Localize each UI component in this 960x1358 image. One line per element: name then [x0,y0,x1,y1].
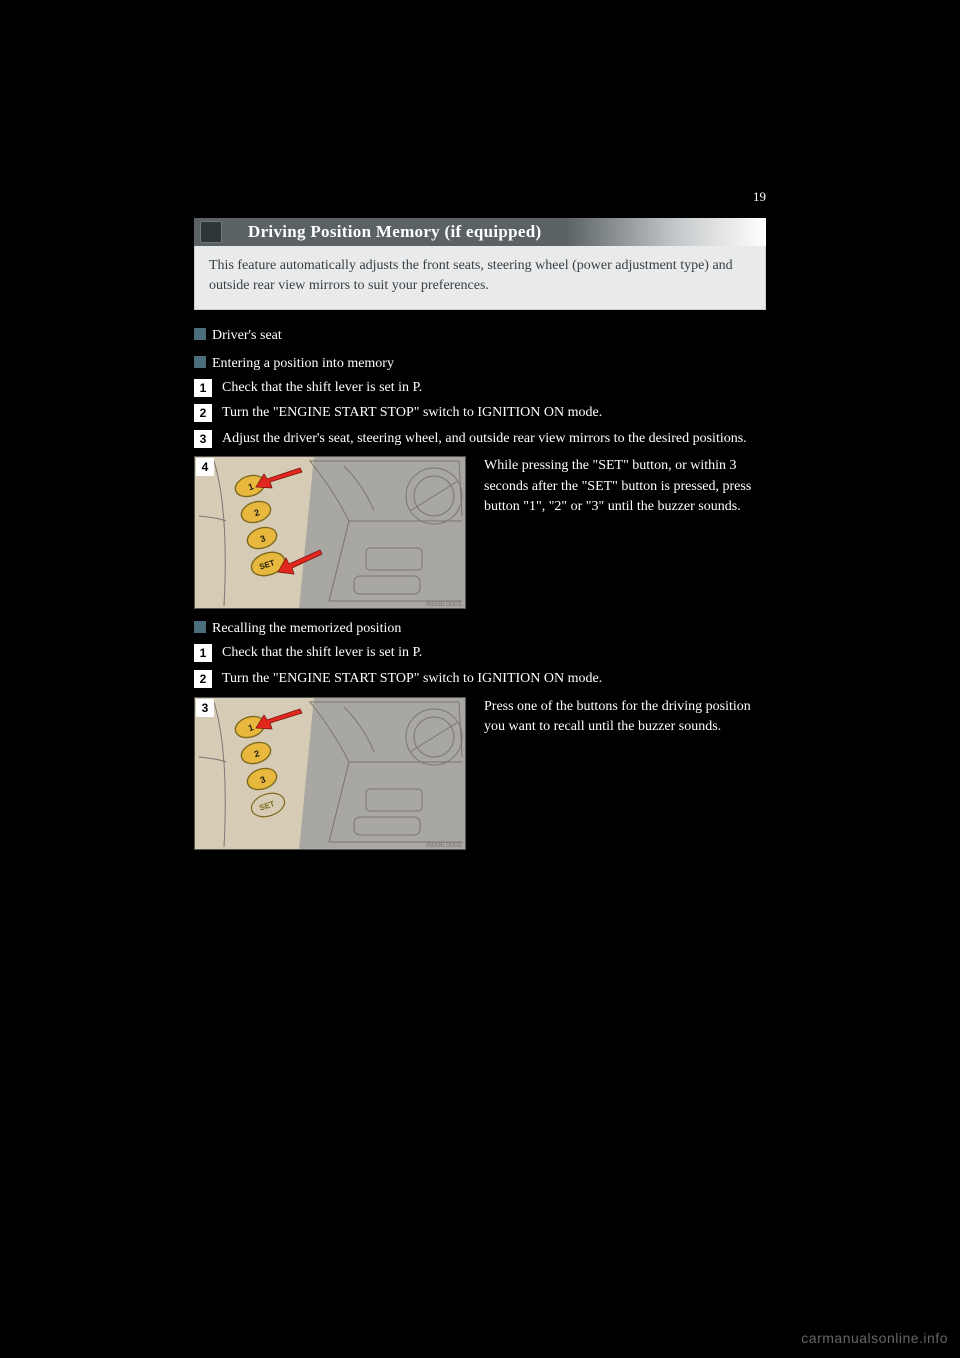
figure-image: 1 2 3 [194,456,466,609]
figure-step-number: 4 [196,458,214,476]
title-icon [200,221,222,243]
step-text: Turn the "ENGINE START STOP" switch to I… [222,403,766,423]
figure-label: IN33ES001 [426,601,462,608]
figure-caption: Press one of the buttons for the driving… [484,697,754,738]
recall-step: 2 Turn the "ENGINE START STOP" switch to… [194,669,766,689]
step-number-icon: 1 [194,644,212,662]
record-step: 3 Adjust the driver's seat, steering whe… [194,429,766,449]
driver-seat-heading: Driver's seat [194,328,766,344]
figure-caption: While pressing the "SET" button, or with… [484,456,754,517]
recall-heading: Recalling the memorized position [194,621,766,637]
page: 19 Driving Position Memory (if equipped)… [0,0,960,1358]
figure-label: IN33ES002 [426,842,462,849]
driver-seat-heading-text: Driver's seat [212,328,282,343]
record-step: 2 Turn the "ENGINE START STOP" switch to… [194,403,766,423]
content-column: 19 Driving Position Memory (if equipped)… [194,218,766,850]
memory-buttons-illustration: 1 2 3 SET [194,697,466,850]
section-title-bar: Driving Position Memory (if equipped) [194,218,766,246]
square-bullet-icon [194,356,206,368]
step-text: Check that the shift lever is set in P. [222,378,766,398]
watermark: carmanualsonline.info [801,1330,948,1346]
recall-heading-text: Recalling the memorized position [212,621,401,636]
step-number-icon: 2 [194,670,212,688]
step-number-icon: 2 [194,404,212,422]
record-heading: Entering a position into memory [194,356,766,372]
step-text: Check that the shift lever is set in P. [222,643,766,663]
figure-recall: 3 [194,697,766,850]
figure-record: 4 [194,456,766,609]
memory-buttons-illustration: 1 2 3 [194,456,466,609]
figure-image: 1 2 3 SET [194,697,466,850]
section-title: Driving Position Memory (if equipped) [248,222,541,242]
intro-text: This feature automatically adjusts the f… [209,258,733,293]
step-text: Adjust the driver's seat, steering wheel… [222,429,766,449]
intro-box: This feature automatically adjusts the f… [194,246,766,310]
square-bullet-icon [194,621,206,633]
step-number-icon: 3 [194,430,212,448]
record-step: 1 Check that the shift lever is set in P… [194,378,766,398]
step-text: Turn the "ENGINE START STOP" switch to I… [222,669,766,689]
recall-step: 1 Check that the shift lever is set in P… [194,643,766,663]
square-bullet-icon [194,328,206,340]
record-heading-text: Entering a position into memory [212,356,394,371]
figure-step-number: 3 [196,699,214,717]
page-number: 19 [753,189,766,205]
step-number-icon: 1 [194,379,212,397]
